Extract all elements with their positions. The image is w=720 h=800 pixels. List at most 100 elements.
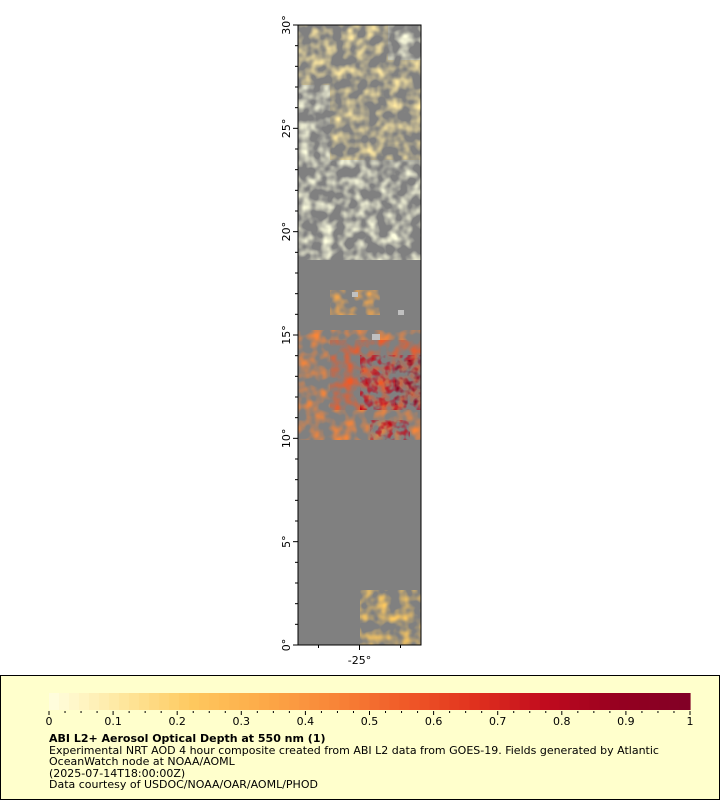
colorbar-tick-label: 0.7 <box>489 715 507 728</box>
colorbar-cell <box>479 693 491 710</box>
colorbar-cell <box>659 693 671 710</box>
colorbar-cell <box>249 693 260 710</box>
colorbar-cell <box>319 693 331 710</box>
colorbar-tick-label: 0.9 <box>617 715 635 728</box>
colorbar-cell <box>139 693 150 710</box>
lat-tick-label: 30° <box>280 15 293 35</box>
lat-tick-label: 20° <box>280 222 293 242</box>
colorbar-cell <box>589 693 601 710</box>
map-area: 0° 5° 10° 15° 20° 25° 30° -25° <box>280 15 422 667</box>
aod-south-patch <box>360 590 421 645</box>
colorbar-cell <box>519 693 531 710</box>
colorbar-cell <box>609 693 621 710</box>
colorbar-cell <box>649 693 661 710</box>
colorbar-cell <box>449 693 461 710</box>
legend-panel: 0 0.1 0.2 0.3 0.4 0.5 0.6 0.7 0.8 0.9 1 ABI L2+ Ae… <box>0 675 720 800</box>
colorbar-cell <box>179 693 190 710</box>
colorbar-cell <box>239 693 250 710</box>
lat-tick-label: 15° <box>280 325 293 345</box>
colorbar-cell <box>299 693 311 710</box>
colorbar-cell <box>419 693 431 710</box>
colorbar-tick-label: 1 <box>687 715 694 728</box>
aod-north-band <box>298 25 421 260</box>
colorbar-tick-label: 0.4 <box>297 715 315 728</box>
colorbar-cell <box>369 693 381 710</box>
colorbar-cells <box>49 693 691 710</box>
longitude-axis: -25° <box>318 645 401 667</box>
colorbar-cell <box>499 693 511 710</box>
colorbar-cell <box>389 693 401 710</box>
colorbar-cell <box>169 693 180 710</box>
colorbar-cell <box>219 693 230 710</box>
colorbar-cell <box>539 693 551 710</box>
colorbar-tick-label: 0.3 <box>233 715 251 728</box>
colorbar-cell <box>109 693 120 710</box>
colorbar-cell <box>579 693 591 710</box>
colorbar-cell <box>329 693 341 710</box>
caption-credit: Data courtesy of USDOC/NOAA/OAR/AOML/PHO… <box>49 778 318 791</box>
colorbar-cell <box>439 693 451 710</box>
colorbar-cell <box>669 693 681 710</box>
colorbar-tick-label: 0.1 <box>104 715 122 728</box>
colorbar: 0 0.1 0.2 0.3 0.4 0.5 0.6 0.7 0.8 0.9 1 <box>46 693 694 728</box>
no-data-patch <box>372 334 380 340</box>
colorbar-cell <box>639 693 651 710</box>
colorbar-cell <box>259 693 270 710</box>
colorbar-cell <box>619 693 631 710</box>
colorbar-cell <box>59 693 70 710</box>
colorbar-cell <box>99 693 110 710</box>
colorbar-cell <box>229 693 240 710</box>
colorbar-tick-label: 0 <box>46 715 53 728</box>
colorbar-cell <box>349 693 361 710</box>
colorbar-cell <box>409 693 421 710</box>
caption-timestamp: (2025-07-14T18:00:00Z) <box>49 766 186 780</box>
colorbar-cell <box>49 693 60 710</box>
latitude-axis: 0° 5° 10° 15° 20° 25° 30° <box>280 15 298 651</box>
colorbar-cell <box>399 693 411 710</box>
colorbar-cell <box>559 693 571 710</box>
caption: ABI L2+ Aerosol Optical Depth at 550 nm … <box>49 733 689 791</box>
colorbar-tick-label: 0.8 <box>553 715 571 728</box>
colorbar-cell <box>159 693 170 710</box>
no-data-patch <box>352 292 358 297</box>
colorbar-cell <box>79 693 90 710</box>
caption-description: Experimental NRT AOD 4 hour composite cr… <box>49 743 659 768</box>
colorbar-cell <box>279 693 290 710</box>
lat-tick-label: 0° <box>280 639 293 652</box>
lat-tick-label: 5° <box>280 535 293 548</box>
no-data-patch <box>398 310 404 315</box>
colorbar-ticks: 0 0.1 0.2 0.3 0.4 0.5 0.6 0.7 0.8 0.9 1 <box>46 711 694 728</box>
map-data-layer <box>298 25 421 645</box>
colorbar-cell <box>199 693 210 710</box>
aod-central-core <box>360 355 421 440</box>
colorbar-cell <box>469 693 481 710</box>
lat-tick-label: 10° <box>280 429 293 449</box>
lat-tick-label: 25° <box>280 119 293 139</box>
caption-title: ABI L2+ Aerosol Optical Depth at 550 nm … <box>49 732 326 745</box>
colorbar-cell <box>489 693 501 710</box>
colorbar-cell <box>289 693 300 710</box>
colorbar-cell <box>269 693 280 710</box>
colorbar-cell <box>509 693 521 710</box>
colorbar-cell <box>459 693 471 710</box>
colorbar-cell <box>339 693 351 710</box>
colorbar-cell <box>69 693 80 710</box>
colorbar-tick-label: 0.6 <box>425 715 443 728</box>
colorbar-cell <box>429 693 441 710</box>
lon-tick-label: -25° <box>348 654 371 667</box>
colorbar-cell <box>129 693 140 710</box>
colorbar-cell <box>569 693 581 710</box>
colorbar-cell <box>529 693 541 710</box>
colorbar-cell <box>209 693 220 710</box>
colorbar-tick-label: 0.2 <box>168 715 186 728</box>
colorbar-cell <box>89 693 100 710</box>
colorbar-cell <box>679 693 691 710</box>
colorbar-cell <box>379 693 391 710</box>
colorbar-cell <box>549 693 561 710</box>
colorbar-cell <box>189 693 200 710</box>
colorbar-cell <box>629 693 641 710</box>
colorbar-cell <box>309 693 321 710</box>
colorbar-cell <box>119 693 130 710</box>
colorbar-cell <box>149 693 160 710</box>
colorbar-cell <box>359 693 371 710</box>
